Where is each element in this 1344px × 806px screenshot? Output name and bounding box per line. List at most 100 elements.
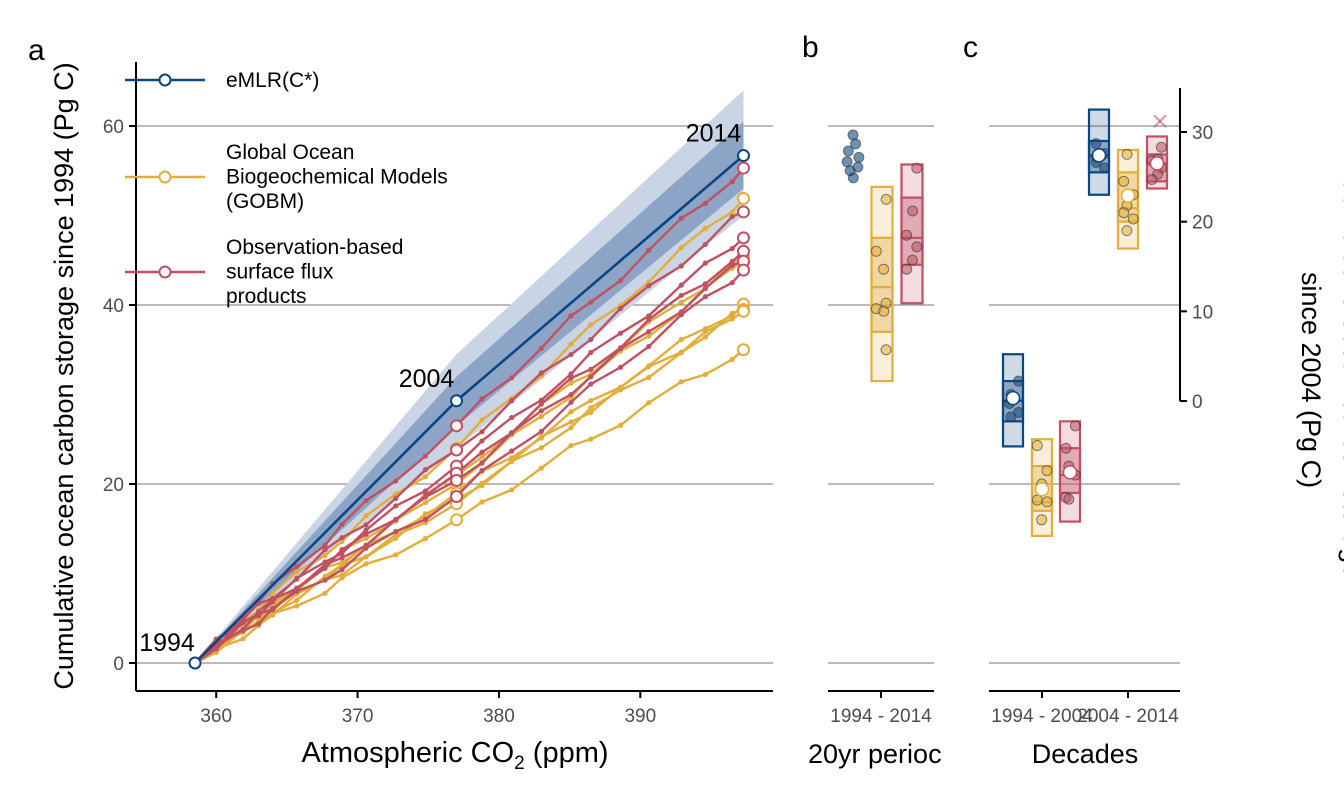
panel-b-x-axis-title: 20yr perioc — [808, 739, 942, 769]
obs-marker — [678, 312, 684, 318]
obs-marker — [339, 555, 345, 561]
obs-marker — [479, 429, 485, 435]
emlr-band-inner — [195, 121, 744, 663]
panel-c-tag: c — [963, 31, 978, 64]
obs-marker — [509, 375, 515, 381]
obs-marker — [322, 547, 328, 553]
gobm-marker — [678, 299, 684, 305]
obs-marker — [646, 328, 652, 335]
y-tick-label-40: 40 — [103, 296, 124, 317]
series-lines — [188, 149, 750, 670]
obs-marker — [617, 364, 624, 370]
panel-b-gobm-point — [870, 245, 882, 257]
y-tick-label-0: 0 — [113, 654, 124, 675]
gobm-marker — [568, 380, 574, 386]
gobm-marker — [588, 436, 594, 442]
emlr-point — [850, 138, 862, 150]
obs-marker — [617, 330, 624, 336]
legend-label: Global Ocean — [226, 141, 354, 164]
panel-c-x-tick-label-1: 1994 - 2004 — [991, 706, 1093, 727]
x-tick-label-360: 360 — [200, 706, 232, 727]
panel-c-right-y-axis: 0 10 20 30 — [1179, 88, 1213, 413]
obs-marker — [729, 245, 735, 252]
obs-marker — [568, 375, 574, 381]
decade1-obs-point — [1063, 493, 1075, 505]
obs-marker-open — [450, 443, 464, 457]
legend-swatch-marker — [158, 73, 172, 87]
panel-c-gridlines — [989, 125, 1180, 664]
panel-c-right-y-axis-title: Cumulative ocean carbon storage since 20… — [1296, 174, 1344, 585]
x-tick-label-390: 390 — [624, 706, 656, 727]
panel-b-obs-point — [901, 263, 913, 275]
panel-a-ticks: 0 20 40 60 360 370 380 390 — [103, 117, 656, 727]
gobm-marker — [363, 554, 369, 560]
obs-marker — [678, 215, 684, 221]
obs-marker — [646, 316, 652, 323]
obs-marker — [339, 546, 345, 553]
decade1-obs-point — [1060, 442, 1072, 454]
decade1-emlr — [1001, 353, 1025, 448]
gobm-marker — [678, 350, 684, 356]
obs-marker — [646, 247, 652, 253]
gobm-marker — [538, 465, 544, 471]
right-tick-label-0: 0 — [1192, 392, 1203, 413]
obs-marker — [702, 281, 708, 287]
panel-b-x-tick-label: 1994 - 2014 — [830, 706, 932, 727]
panel-a-y-axis-title: Cumulative ocean carbon storage since 19… — [49, 62, 79, 689]
decade1-gobm-point — [1041, 465, 1053, 477]
obs-series-5 — [194, 254, 750, 665]
panel-b-emlr — [841, 129, 865, 184]
obs-marker — [538, 428, 544, 435]
obs-marker — [678, 263, 684, 269]
gobm-marker — [702, 329, 708, 335]
panel-c-boxes — [1001, 108, 1169, 538]
obs-marker — [479, 396, 485, 402]
obs-marker — [479, 467, 485, 474]
panel-b-x-axis: 1994 - 2014 — [828, 690, 934, 727]
decade2-obs — [1145, 135, 1169, 190]
obs-marker — [479, 449, 485, 455]
obs-marker — [479, 438, 485, 444]
gobm-marker — [588, 410, 594, 416]
panel-c-x-axis-title: Decades — [1032, 739, 1139, 769]
emlr-point — [842, 145, 854, 157]
gobm-marker — [646, 333, 652, 339]
obs-marker — [617, 305, 624, 312]
obs-marker — [270, 596, 276, 602]
gobm-marker — [393, 552, 399, 558]
gobm-marker — [422, 474, 429, 480]
obs-marker — [422, 488, 429, 494]
decade1-obs — [1058, 420, 1082, 523]
gobm-marker-open — [737, 191, 750, 205]
obs-marker — [294, 563, 300, 570]
gobm-marker — [678, 379, 684, 385]
gobm-marker — [479, 480, 485, 486]
legend-entry-emlr: eMLR(C*) — [125, 69, 319, 92]
x-tick-label-370: 370 — [342, 706, 374, 727]
emlr-marker-3 — [737, 149, 750, 163]
obs-marker — [339, 567, 345, 573]
gobm-marker — [729, 209, 735, 215]
gobm-marker — [702, 334, 708, 340]
decade2-emlr-point — [1099, 162, 1111, 174]
obs-marker — [422, 467, 429, 473]
panel-b-obs-point — [907, 205, 919, 217]
decade2-gobm-point — [1121, 148, 1133, 160]
panel-b-obs-point — [907, 254, 919, 266]
gobm-marker — [729, 316, 735, 322]
obs-marker — [322, 577, 328, 583]
obs-marker-open — [450, 490, 464, 504]
obs-marker-open — [450, 473, 464, 487]
panel-b-gobm-point — [878, 263, 890, 275]
outlier-cross-b — [1153, 114, 1167, 128]
gobm-marker — [479, 454, 485, 460]
gobm-marker — [270, 590, 276, 596]
emlr-uncertainty-bands — [195, 90, 744, 663]
panel-b-gobm-point — [880, 193, 892, 205]
gobm-marker — [479, 499, 485, 505]
obs-marker — [646, 343, 652, 350]
decade1-gobm-mean — [1034, 482, 1050, 497]
decade2-obs-point — [1146, 174, 1158, 186]
